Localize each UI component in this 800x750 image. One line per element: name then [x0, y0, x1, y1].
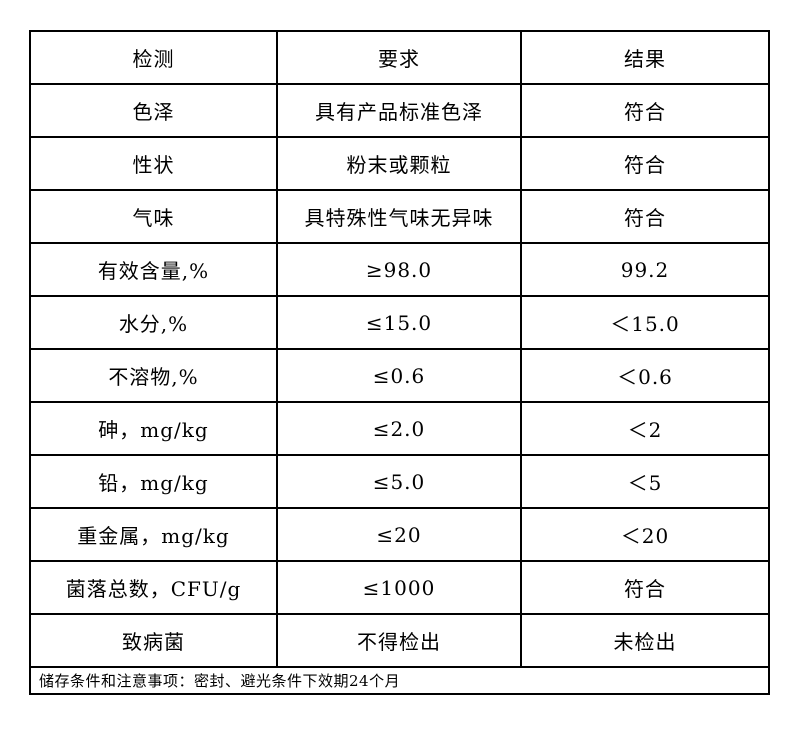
footer-row: 储存条件和注意事项：密封、避光条件下效期24个月 [29, 666, 770, 695]
cell-requirement: 具有产品标准色泽 [276, 83, 522, 138]
cell-result: 符合 [520, 83, 770, 138]
table-row: 菌落总数，CFU/g ≤1000 符合 [29, 560, 770, 615]
header-requirement: 要求 [276, 30, 522, 85]
cell-test-item: 菌落总数，CFU/g [29, 560, 278, 615]
cell-requirement: ≤15.0 [276, 295, 522, 350]
cell-test-item: 铅，mg/kg [29, 454, 278, 509]
header-result: 结果 [520, 30, 770, 85]
cell-test-item: 致病菌 [29, 613, 278, 668]
cell-result: ＜5 [520, 454, 770, 509]
cell-requirement: ≤5.0 [276, 454, 522, 509]
cell-test-item: 不溶物,% [29, 348, 278, 403]
cell-requirement: 具特殊性气味无异味 [276, 189, 522, 244]
cell-test-item: 砷，mg/kg [29, 401, 278, 456]
cell-requirement: ≤1000 [276, 560, 522, 615]
cell-test-item: 有效含量,% [29, 242, 278, 297]
table-row: 铅，mg/kg ≤5.0 ＜5 [29, 454, 770, 509]
cell-test-item: 重金属，mg/kg [29, 507, 278, 562]
cell-requirement: ≤20 [276, 507, 522, 562]
cell-result: 符合 [520, 136, 770, 191]
cell-requirement: 粉末或颗粒 [276, 136, 522, 191]
cell-result: 99.2 [520, 242, 770, 297]
table-row: 气味 具特殊性气味无异味 符合 [29, 189, 770, 244]
cell-result: 符合 [520, 189, 770, 244]
header-row: 检测 要求 结果 [29, 30, 770, 85]
table-row: 性状 粉末或颗粒 符合 [29, 136, 770, 191]
cell-result: ＜0.6 [520, 348, 770, 403]
cell-test-item: 色泽 [29, 83, 278, 138]
table-row: 不溶物,% ≤0.6 ＜0.6 [29, 348, 770, 403]
cell-test-item: 气味 [29, 189, 278, 244]
table-row: 致病菌 不得检出 未检出 [29, 613, 770, 668]
storage-note: 储存条件和注意事项：密封、避光条件下效期24个月 [29, 666, 770, 695]
table-row: 重金属，mg/kg ≤20 ＜20 [29, 507, 770, 562]
cell-result: 未检出 [520, 613, 770, 668]
cell-result: ＜20 [520, 507, 770, 562]
cell-result: ＜2 [520, 401, 770, 456]
cell-requirement: ≤0.6 [276, 348, 522, 403]
cell-test-item: 性状 [29, 136, 278, 191]
cell-result: 符合 [520, 560, 770, 615]
table-row: 色泽 具有产品标准色泽 符合 [29, 83, 770, 138]
table-row: 砷，mg/kg ≤2.0 ＜2 [29, 401, 770, 456]
inspection-table: 检测 要求 结果 色泽 具有产品标准色泽 符合 性状 粉末或颗粒 符合 气味 具特殊性气味无异… [29, 30, 770, 695]
cell-result: ＜15.0 [520, 295, 770, 350]
cell-requirement: ≥98.0 [276, 242, 522, 297]
table-row: 水分,% ≤15.0 ＜15.0 [29, 295, 770, 350]
cell-test-item: 水分,% [29, 295, 278, 350]
header-test: 检测 [29, 30, 278, 85]
cell-requirement: 不得检出 [276, 613, 522, 668]
table-row: 有效含量,% ≥98.0 99.2 [29, 242, 770, 297]
cell-requirement: ≤2.0 [276, 401, 522, 456]
